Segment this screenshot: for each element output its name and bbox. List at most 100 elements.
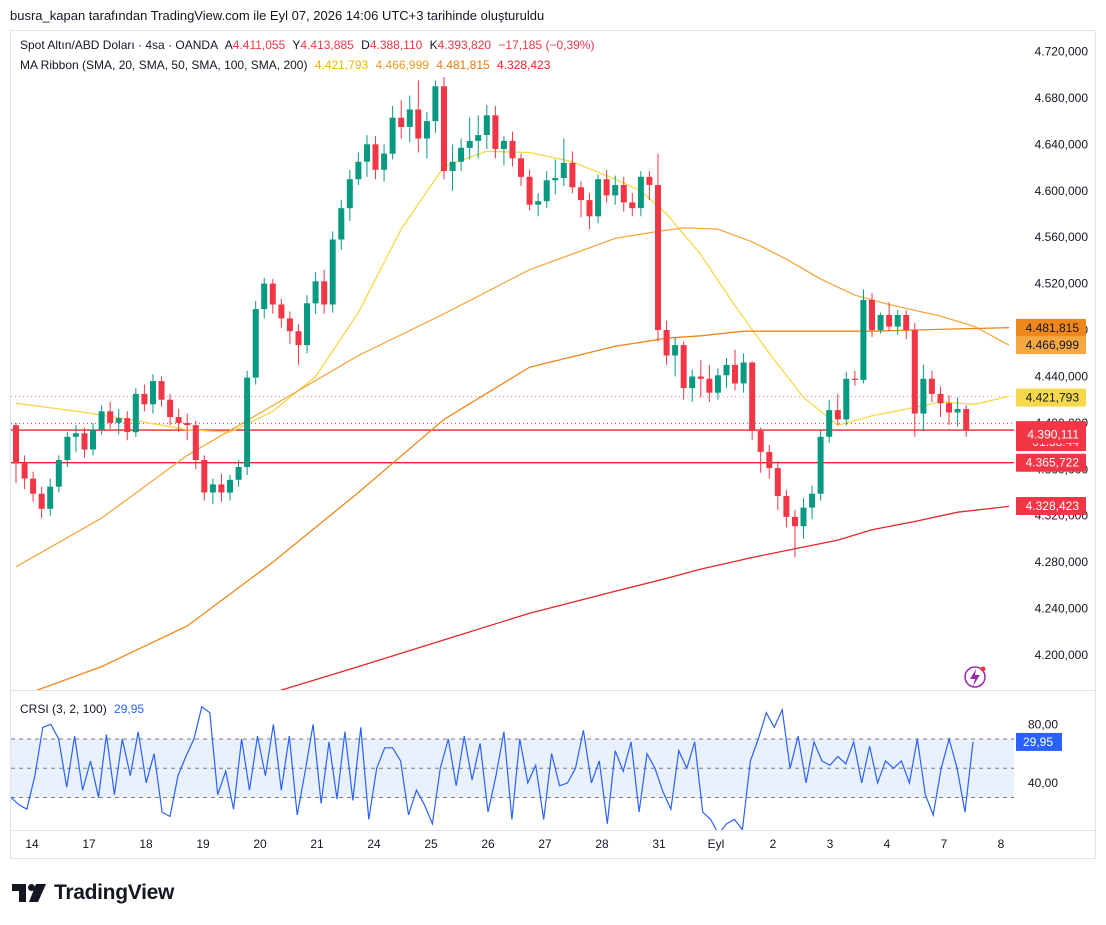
candle-body[interactable] bbox=[132, 393, 139, 433]
crsi-line[interactable] bbox=[11, 705, 974, 834]
candle-body[interactable] bbox=[946, 403, 952, 413]
candle-body[interactable] bbox=[115, 418, 122, 423]
candle-body[interactable] bbox=[869, 299, 875, 331]
candle-body[interactable] bbox=[603, 179, 610, 196]
ma-line-sma-200[interactable] bbox=[256, 505, 1010, 698]
candle-body[interactable] bbox=[13, 425, 19, 464]
candle-body[interactable] bbox=[877, 315, 884, 331]
candle-body[interactable] bbox=[209, 484, 216, 493]
candle-body[interactable] bbox=[954, 409, 961, 413]
candle-body[interactable] bbox=[398, 117, 405, 127]
candle-body[interactable] bbox=[928, 378, 935, 394]
candle-body[interactable] bbox=[800, 507, 807, 527]
candle-body[interactable] bbox=[64, 436, 71, 460]
candle-body[interactable] bbox=[55, 460, 62, 487]
candle-body[interactable] bbox=[620, 185, 627, 203]
candle-body[interactable] bbox=[47, 486, 54, 509]
candle-body[interactable] bbox=[304, 303, 310, 346]
candle-body[interactable] bbox=[269, 283, 276, 305]
candle-body[interactable] bbox=[774, 468, 781, 496]
candle-body[interactable] bbox=[372, 144, 379, 170]
candle-body[interactable] bbox=[423, 121, 430, 139]
candle-body[interactable] bbox=[663, 330, 670, 356]
candle-body[interactable] bbox=[107, 411, 114, 423]
candle-body[interactable] bbox=[150, 381, 156, 405]
candle-body[interactable] bbox=[586, 200, 593, 217]
candle-body[interactable] bbox=[141, 393, 148, 405]
candle-body[interactable] bbox=[937, 393, 944, 404]
lightning-alert-icon[interactable] bbox=[964, 666, 986, 688]
candle-body[interactable] bbox=[30, 478, 37, 494]
candle-body[interactable] bbox=[483, 115, 490, 135]
candle-body[interactable] bbox=[655, 185, 661, 331]
candle-body[interactable] bbox=[201, 460, 208, 493]
candle-body[interactable] bbox=[167, 399, 174, 418]
candle-body[interactable] bbox=[749, 362, 756, 432]
candle-body[interactable] bbox=[629, 202, 636, 209]
candle-body[interactable] bbox=[706, 378, 713, 393]
candle-body[interactable] bbox=[90, 429, 96, 450]
candle-body[interactable] bbox=[235, 467, 242, 480]
candle-body[interactable] bbox=[732, 364, 738, 384]
candle-body[interactable] bbox=[244, 377, 251, 467]
candle-body[interactable] bbox=[364, 144, 370, 162]
candle-body[interactable] bbox=[475, 135, 482, 141]
candle-body[interactable] bbox=[355, 161, 362, 180]
candle-body[interactable] bbox=[415, 109, 422, 139]
candle-body[interactable] bbox=[757, 431, 764, 452]
candle-body[interactable] bbox=[449, 161, 456, 172]
candle-body[interactable] bbox=[535, 201, 542, 205]
candle-body[interactable] bbox=[458, 147, 465, 162]
candle-body[interactable] bbox=[72, 433, 79, 437]
candle-body[interactable] bbox=[98, 411, 105, 430]
candle-body[interactable] bbox=[843, 378, 850, 420]
candle-body[interactable] bbox=[38, 493, 45, 509]
candle-body[interactable] bbox=[278, 304, 285, 319]
candle-body[interactable] bbox=[441, 86, 447, 171]
chart-frame[interactable] bbox=[10, 30, 1096, 859]
candle-body[interactable] bbox=[252, 309, 259, 378]
candle-body[interactable] bbox=[595, 179, 602, 217]
candle-body[interactable] bbox=[509, 140, 516, 159]
candle-body[interactable] bbox=[184, 422, 191, 426]
candle-body[interactable] bbox=[295, 331, 302, 346]
candle-body[interactable] bbox=[192, 425, 199, 460]
tradingview-logo[interactable]: TradingView bbox=[12, 880, 174, 906]
candle-body[interactable] bbox=[552, 178, 559, 181]
candle-body[interactable] bbox=[817, 436, 824, 494]
candle-body[interactable] bbox=[560, 162, 567, 178]
candle-body[interactable] bbox=[851, 378, 858, 380]
candle-body[interactable] bbox=[903, 315, 910, 331]
candle-body[interactable] bbox=[886, 315, 893, 327]
candle-body[interactable] bbox=[526, 176, 533, 205]
candle-body[interactable] bbox=[792, 516, 798, 527]
candle-body[interactable] bbox=[261, 283, 268, 310]
legend-symbol[interactable]: Spot Altın/ABD Doları · 4sa · OANDA bbox=[20, 38, 219, 52]
candle-body[interactable] bbox=[492, 115, 499, 149]
candle-body[interactable] bbox=[500, 140, 507, 149]
candle-body[interactable] bbox=[338, 208, 345, 240]
candle-body[interactable] bbox=[612, 185, 619, 196]
candle-body[interactable] bbox=[680, 345, 687, 388]
candle-body[interactable] bbox=[286, 318, 293, 332]
ma-line-sma-100[interactable] bbox=[16, 327, 1010, 698]
candle-body[interactable] bbox=[406, 109, 413, 127]
candle-body[interactable] bbox=[963, 409, 970, 430]
candle-body[interactable] bbox=[432, 86, 439, 122]
candle-body[interactable] bbox=[329, 239, 336, 305]
candle-body[interactable] bbox=[381, 153, 388, 170]
candle-body[interactable] bbox=[158, 381, 165, 400]
candle-body[interactable] bbox=[81, 433, 88, 450]
candle-body[interactable] bbox=[723, 364, 730, 376]
candle-body[interactable] bbox=[346, 179, 353, 209]
candle-body[interactable] bbox=[646, 176, 653, 185]
legend-crsi-title[interactable]: CRSI (3, 2, 100) bbox=[20, 702, 107, 716]
candle-body[interactable] bbox=[834, 410, 841, 420]
candle-body[interactable] bbox=[312, 281, 319, 304]
candle-body[interactable] bbox=[569, 162, 576, 188]
candle-body[interactable] bbox=[860, 299, 867, 380]
candle-body[interactable] bbox=[543, 180, 550, 202]
candle-body[interactable] bbox=[466, 140, 473, 148]
candle-body[interactable] bbox=[714, 375, 721, 393]
